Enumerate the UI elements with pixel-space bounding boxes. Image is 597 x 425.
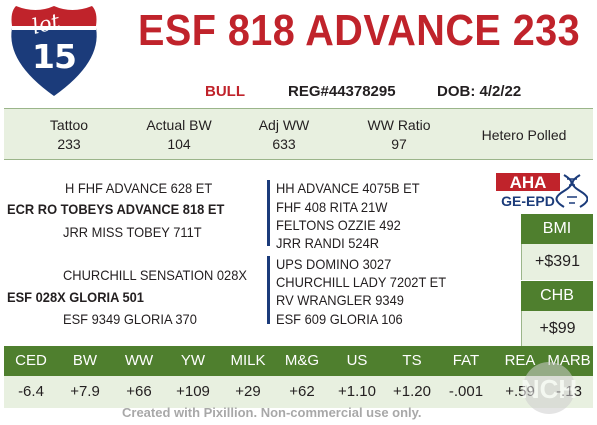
stat-tattoo: Tattoo 233 bbox=[24, 116, 114, 154]
pedigree-ancestor: JRR RANDI 524R bbox=[276, 235, 380, 251]
bmi-label: BMI bbox=[521, 214, 593, 244]
stat-value: 233 bbox=[57, 136, 81, 152]
epd-header: MILK bbox=[230, 352, 266, 369]
epd-header: M&G bbox=[284, 352, 320, 369]
pedigree-dam: ESF 028X GLORIA 501 bbox=[7, 289, 144, 305]
epd-value: +66 bbox=[126, 383, 152, 400]
epd-header: CED bbox=[15, 352, 47, 369]
logo-ge-epd-text: GE-EPD bbox=[501, 193, 555, 209]
pedigree-ancestor: FHF 408 RITA 21W bbox=[276, 199, 388, 215]
stat-actual-bw: Actual BW 104 bbox=[129, 116, 229, 154]
stat-label: Tattoo bbox=[49, 117, 89, 133]
epd-value-row: -6.4 +7.9 +66 +109 +29 +62 +1.10 +1.20 -… bbox=[4, 376, 593, 408]
epd-value: +62 bbox=[289, 383, 315, 400]
aha-ge-epd-logo: AHA GE-EPD bbox=[494, 171, 588, 209]
pedigree-ancestor: HH ADVANCE 4075B ET bbox=[276, 180, 420, 196]
pedigree-divider bbox=[267, 180, 270, 246]
stat-value: 104 bbox=[167, 136, 191, 152]
stat-ww-ratio: WW Ratio 97 bbox=[344, 116, 454, 154]
pedigree-ancestor: ESF 609 GLORIA 106 bbox=[276, 311, 403, 327]
pedigree-ancestor: FELTONS OZZIE 492 bbox=[276, 217, 401, 233]
pedigree-dam-dam: ESF 9349 GLORIA 370 bbox=[63, 311, 197, 327]
epd-value: -6.4 bbox=[18, 383, 44, 400]
pedigree-sire-sire: H FHF ADVANCE 628 ET bbox=[65, 180, 213, 196]
chb-value: +$99 bbox=[521, 311, 593, 347]
stat-label: Adj WW bbox=[258, 117, 310, 133]
stat-label: Actual BW bbox=[146, 117, 212, 133]
epd-header: TS bbox=[402, 352, 422, 369]
pedigree-sire-dam: JRR MISS TOBEY 711T bbox=[63, 224, 202, 240]
epd-value: +1.10 bbox=[338, 383, 376, 400]
epd-value: +7.9 bbox=[70, 383, 100, 400]
epd-header: US bbox=[346, 352, 368, 369]
bmi-value: +$391 bbox=[521, 244, 593, 280]
pedigree-dam-sire: CHURCHILL SENSATION 028X bbox=[63, 267, 247, 283]
epd-header-row: CED BW WW YW MILK M&G US TS FAT REA MARB bbox=[4, 346, 593, 376]
pedigree-sire: ECR RO TOBEYS ADVANCE 818 ET bbox=[7, 201, 225, 217]
date-of-birth: DOB: 4/2/22 bbox=[437, 83, 522, 100]
nch-logo-icon: NCH bbox=[521, 362, 577, 414]
epd-value: +29 bbox=[235, 383, 261, 400]
pedigree-ancestor: RV WRANGLER 9349 bbox=[276, 292, 404, 308]
stat-value: 633 bbox=[272, 136, 296, 152]
registration-number: REG#44378295 bbox=[288, 83, 396, 100]
epd-header: YW bbox=[180, 352, 206, 369]
epd-header: WW bbox=[124, 352, 154, 369]
stat-adj-ww: Adj WW 633 bbox=[239, 116, 329, 154]
chb-label: CHB bbox=[521, 281, 593, 311]
pedigree-ancestor: UPS DOMINO 3027 bbox=[276, 256, 392, 272]
logo-aha-text: AHA bbox=[510, 173, 547, 192]
epd-header: BW bbox=[72, 352, 98, 369]
epd-value: +1.20 bbox=[393, 383, 431, 400]
aha-logo-icon: AHA GE-EPD bbox=[494, 171, 588, 209]
sex-label: BULL bbox=[205, 83, 245, 100]
stat-value: 97 bbox=[391, 136, 407, 152]
pedigree-divider bbox=[267, 256, 270, 324]
epd-value: +109 bbox=[176, 383, 210, 400]
animal-name: ESF 818 ADVANCE 233 bbox=[138, 6, 581, 55]
stat-polled: Hetero Polled bbox=[459, 126, 589, 145]
interstate-shield-icon bbox=[11, 6, 97, 96]
stats-band: Tattoo 233 Actual BW 104 Adj WW 633 WW R… bbox=[4, 108, 593, 160]
stat-label: Hetero Polled bbox=[481, 127, 567, 143]
lot-badge: lot 15 bbox=[6, 4, 102, 98]
watermark-text: Created with Pixillion. Non-commercial u… bbox=[122, 405, 422, 420]
epd-value: -.001 bbox=[448, 383, 484, 400]
nch-logo-text: NCH bbox=[521, 374, 577, 404]
stat-label: WW Ratio bbox=[367, 117, 431, 133]
lot-number: 15 bbox=[32, 37, 77, 76]
nch-watermark-logo: NCH bbox=[503, 360, 595, 422]
epd-header: REA bbox=[504, 352, 536, 369]
pedigree-ancestor: CHURCHILL LADY 7202T ET bbox=[276, 274, 447, 290]
epd-header: FAT bbox=[452, 352, 480, 369]
